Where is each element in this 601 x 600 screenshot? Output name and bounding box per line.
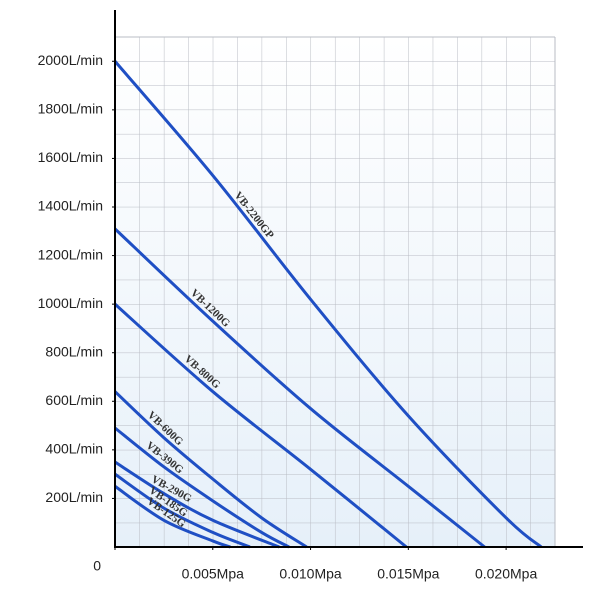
x-tick-label: 0.010Mpa: [279, 566, 341, 582]
curve: [114, 460, 280, 549]
y-tick-label: 600L/min: [45, 392, 103, 408]
y-tick-label: 1200L/min: [38, 246, 103, 262]
y-tick-label: 1600L/min: [38, 149, 103, 165]
y-tick-label: 200L/min: [45, 489, 103, 505]
curve: [114, 426, 290, 549]
y-tick-label: 1000L/min: [38, 295, 103, 311]
x-tick-label: 0: [93, 558, 101, 574]
x-tick-label: 0.020Mpa: [475, 566, 537, 582]
curve: [114, 485, 231, 549]
grid: [115, 37, 555, 547]
x-tick-label: 0.015Mpa: [377, 566, 439, 582]
curve: [114, 303, 408, 549]
y-tick-label: 400L/min: [45, 441, 103, 457]
y-tick-label: 2000L/min: [38, 52, 103, 68]
curve: [113, 227, 486, 549]
curve: [113, 390, 308, 549]
y-tick-label: 1800L/min: [38, 101, 103, 117]
curve: [114, 472, 251, 549]
curve: [113, 60, 543, 549]
x-tick-label: 0.005Mpa: [182, 566, 244, 582]
y-tick-label: 800L/min: [45, 343, 103, 359]
y-tick-label: 1400L/min: [38, 198, 103, 214]
